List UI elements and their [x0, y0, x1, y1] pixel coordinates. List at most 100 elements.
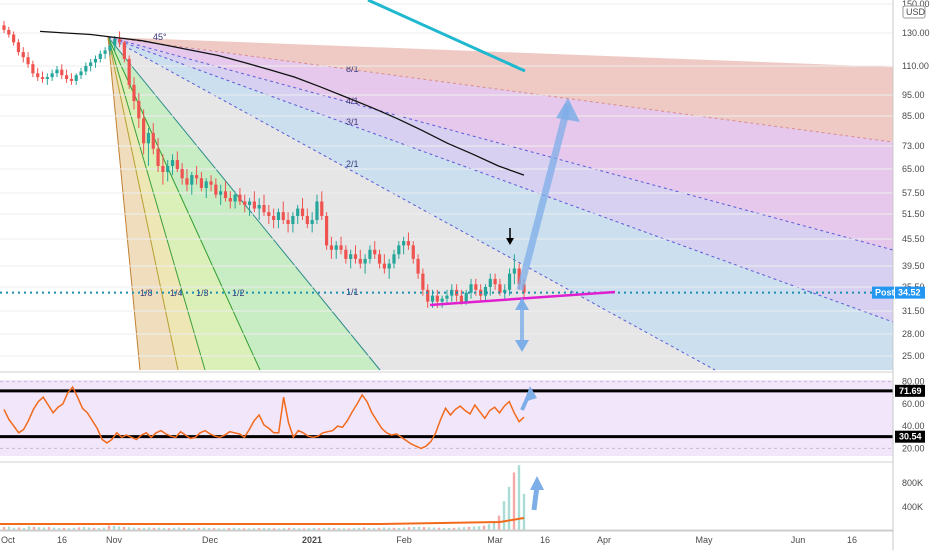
volume-bar: [202, 527, 206, 530]
candle-body: [498, 284, 502, 293]
price-grid: [0, 3, 893, 357]
volume-bar: [117, 526, 121, 530]
volume-bar: [32, 526, 36, 530]
volume-bar: [372, 528, 376, 530]
candle-body: [233, 194, 237, 202]
volume-bar: [282, 528, 286, 530]
time-tick-label: 16: [847, 535, 857, 545]
volume-bar: [207, 527, 211, 530]
volume-bar: [487, 524, 491, 530]
time-tick-label: Mar: [487, 535, 503, 545]
volume-bar: [102, 527, 106, 530]
volume-bar: [272, 528, 276, 530]
volume-bar: [302, 528, 306, 530]
volume-bar: [2, 527, 6, 530]
candle-body: [483, 287, 488, 296]
candle-body: [108, 45, 112, 51]
volume-bar: [257, 527, 261, 530]
volume-bar: [197, 527, 201, 530]
moving-average-line: [39, 30, 525, 176]
candle-body: [93, 58, 98, 63]
candle-body: [445, 295, 449, 299]
candle-body: [180, 169, 184, 179]
time-tick-label: Feb: [396, 535, 412, 545]
volume-bar: [412, 526, 416, 530]
fan-label: 1/3: [196, 288, 209, 298]
candle-body: [132, 84, 136, 102]
volume-ma-line: [0, 517, 525, 525]
candle-body: [16, 42, 21, 53]
rsi-tick-label: 80.00: [902, 377, 925, 387]
arrow-up-big: [516, 104, 572, 291]
volume-bar: [227, 528, 231, 530]
volume-bar: [157, 527, 161, 530]
price-axis[interactable]: 150.00 130.00 110.00 95.00 85.00 73.00 65.00 57…: [872, 0, 932, 550]
candle-body: [300, 208, 305, 216]
fan-line: [107, 36, 206, 371]
candle-body: [373, 249, 377, 255]
volume-bar: [27, 526, 31, 530]
black-arrow-head: [506, 238, 514, 245]
volume-bar: [357, 527, 361, 530]
volume-bar: [432, 527, 436, 530]
fan-label: 4/1: [346, 96, 359, 106]
candle-body: [320, 201, 324, 216]
volume-bar: [252, 528, 256, 530]
volume-bar: [132, 527, 136, 530]
last-price-badge: [895, 286, 925, 299]
fan-label-45: 45°: [153, 32, 167, 42]
rsi-tick-label: 20.00: [902, 443, 925, 453]
volume-bar: [47, 527, 51, 530]
candle-body: [334, 245, 338, 250]
volume-bar: [52, 527, 56, 530]
volume-bar: [247, 528, 251, 530]
candle-body: [310, 219, 314, 225]
candle-body: [55, 69, 59, 74]
time-tick-label: 16: [540, 535, 550, 545]
volume-bar: [522, 494, 526, 530]
volume-bar: [467, 526, 471, 530]
volume-bar: [457, 527, 461, 530]
candle-body: [426, 289, 430, 302]
volume-bar: [177, 527, 181, 530]
volume-bar: [147, 527, 151, 530]
fan-line: [107, 36, 894, 323]
volume-bar: [162, 527, 166, 530]
time-tick-label: Dec: [202, 535, 219, 545]
candle-body: [430, 295, 435, 302]
candle-body: [421, 273, 425, 290]
volume-bar: [407, 527, 411, 530]
volume-bar: [502, 501, 506, 530]
volume-bar: [222, 528, 226, 530]
volume-bar: [92, 527, 96, 530]
candle-body: [84, 66, 88, 72]
time-axis[interactable]: Oct 16 Nov Dec 2021 Feb Mar 16 Apr May Jun 16: [0, 530, 893, 545]
volume-bar: [477, 526, 481, 530]
volume-bar: [62, 527, 66, 530]
candle-body: [493, 278, 497, 285]
volume-bar: [142, 527, 146, 530]
time-tick-label: Jun: [791, 535, 806, 545]
rsi-pane: [0, 371, 932, 456]
volume-bar: [397, 527, 401, 530]
candle-body: [267, 212, 271, 216]
time-tick-label: May: [695, 535, 713, 545]
fan-label: 1/1: [346, 287, 359, 297]
price-tick-label: 73.00: [902, 141, 925, 151]
candle-body: [21, 52, 25, 58]
rsi-line: [3, 385, 525, 450]
rsi-lower-label: 30.54: [899, 432, 922, 442]
price-tick-label: 130.00: [902, 28, 930, 38]
volume-bar: [127, 527, 131, 530]
time-tick-label: 16: [57, 535, 67, 545]
price-tick-label: 39.50: [902, 261, 925, 271]
candle-body: [344, 249, 348, 259]
candle-body: [40, 77, 45, 80]
candle-body: [194, 175, 199, 179]
candle-body: [170, 160, 175, 166]
rsi-lower-badge: [895, 430, 925, 443]
volume-bar: [137, 527, 141, 530]
candle-body: [243, 201, 247, 205]
